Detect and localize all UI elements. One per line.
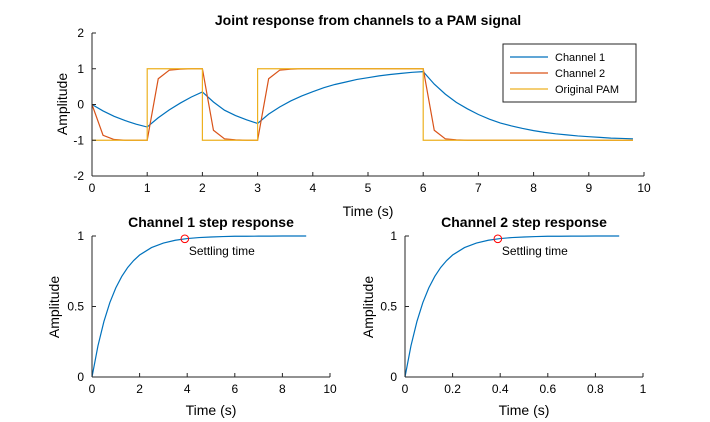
top-chart-xlabel: Time (s) <box>343 203 394 219</box>
channel-1-chart-ylabel: Amplitude <box>46 276 62 338</box>
top-series-line-1 <box>91 68 633 141</box>
channel-2-chart-xlabel: Time (s) <box>499 402 550 418</box>
top-x-tick-label: 5 <box>365 181 372 195</box>
channel-2-step-plot: Channel 2 step response Time (s) Amplitu… <box>360 214 647 418</box>
ch2-x-tick-label: 1 <box>640 382 647 396</box>
top-x-tick-label: 4 <box>309 181 316 195</box>
top-series-line-2 <box>92 68 633 141</box>
top-series-line-0 <box>91 70 633 140</box>
top-x-tick-label: 2 <box>199 181 206 195</box>
channel-2-chart-ylabel: Amplitude <box>360 276 376 338</box>
top-y-tick-label: 1 <box>77 62 84 76</box>
channel-2-chart-title: Channel 2 step response <box>441 214 607 230</box>
top-x-tick-label: 8 <box>530 181 537 195</box>
ch1-settling-time-marker <box>180 234 190 244</box>
ch1-x-tick-label: 10 <box>323 382 337 396</box>
ch2-x-tick-label: 0.4 <box>492 382 509 396</box>
legend-label-original-pam: Original PAM <box>555 84 619 96</box>
ch1-x-tick-label: 2 <box>136 382 143 396</box>
ch2-x-tick-label: 0.8 <box>587 382 604 396</box>
ch1-series-line-0 <box>91 235 307 378</box>
legend-label-channel-2: Channel 2 <box>555 68 605 80</box>
ch1-y-tick-label: 1 <box>77 229 84 243</box>
ch2-x-tick-label: 0.2 <box>444 382 461 396</box>
channel-1-step-plot: Channel 1 step response Time (s) Amplitu… <box>46 214 337 418</box>
ch1-settling-time-label: Settling time <box>189 244 255 258</box>
top-y-tick-label: 0 <box>77 98 84 112</box>
channel-1-chart-xlabel: Time (s) <box>186 402 237 418</box>
ch1-y-tick-label: 0 <box>77 370 84 384</box>
ch1-x-tick-label: 6 <box>231 382 238 396</box>
top-x-tick-label: 6 <box>420 181 427 195</box>
ch1-x-tick-label: 4 <box>184 382 191 396</box>
top-chart-ylabel: Amplitude <box>54 73 70 135</box>
joint-response-plot: Joint response from channels to a PAM si… <box>54 12 651 219</box>
ch2-settling-time-marker <box>493 234 503 244</box>
ch1-x-tick-label: 0 <box>89 382 96 396</box>
ch2-y-tick-label: 0 <box>390 370 397 384</box>
ch2-x-tick-label: 0 <box>402 382 409 396</box>
ch2-settling-time-label: Settling time <box>502 244 568 258</box>
top-y-tick-label: -2 <box>73 169 84 183</box>
top-x-tick-label: 9 <box>585 181 592 195</box>
top-x-tick-label: 0 <box>89 181 96 195</box>
ch1-x-tick-label: 8 <box>279 382 286 396</box>
top-y-tick-label: -1 <box>73 133 84 147</box>
top-y-tick-label: 2 <box>77 26 84 40</box>
top-chart-title: Joint response from channels to a PAM si… <box>215 12 521 28</box>
ch1-y-tick-label: 0.5 <box>67 300 84 314</box>
channel-1-chart-title: Channel 1 step response <box>128 214 294 230</box>
top-x-tick-label: 10 <box>637 181 651 195</box>
top-x-tick-label: 3 <box>254 181 261 195</box>
legend-label-channel-1: Channel 1 <box>555 52 605 64</box>
ch2-series-line-0 <box>404 235 620 378</box>
ch2-x-tick-label: 0.6 <box>539 382 556 396</box>
ch2-y-tick-label: 1 <box>390 229 397 243</box>
top-x-tick-label: 1 <box>144 181 151 195</box>
ch2-y-tick-label: 0.5 <box>380 300 397 314</box>
top-x-tick-label: 7 <box>475 181 482 195</box>
legend: Channel 1 Channel 2 Original PAM <box>502 43 637 103</box>
